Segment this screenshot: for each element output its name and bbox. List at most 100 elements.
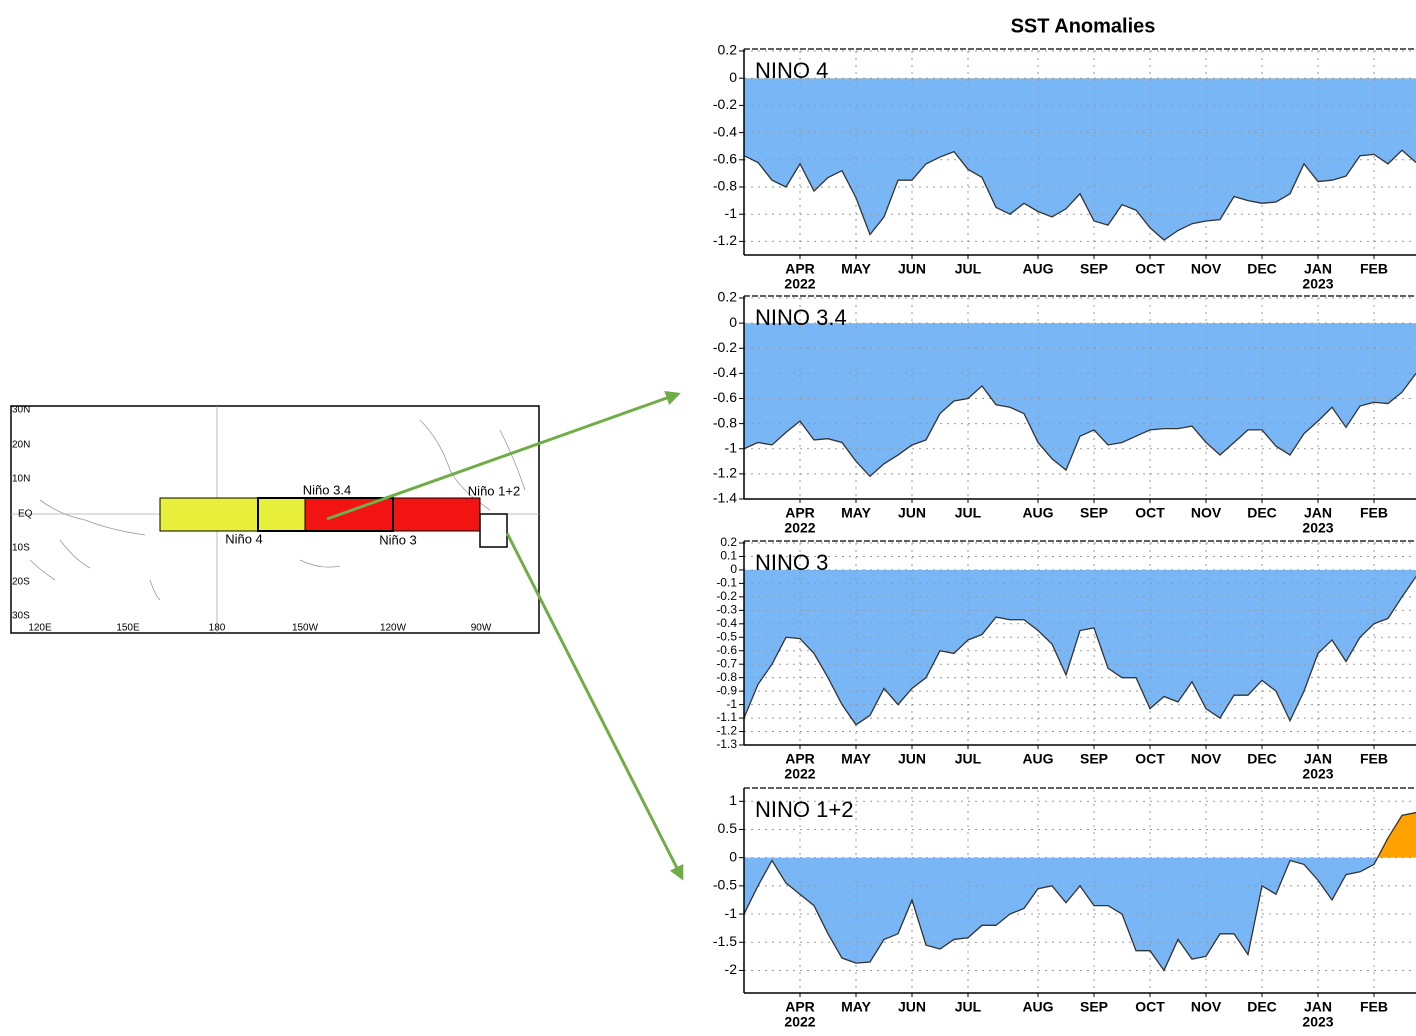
y-tick-label: -0.4 [713, 123, 737, 139]
y-tick-label: -1.2 [713, 465, 737, 481]
x-tick-label: APR [785, 505, 815, 521]
x-tick-label: SEP [1080, 999, 1108, 1015]
lat-label: 30N [12, 405, 30, 416]
y-tick-label: 0.1 [720, 549, 737, 563]
panel-title: NINO 3.4 [755, 305, 847, 330]
y-tick-label: 0 [730, 562, 737, 576]
series-line [743, 149, 1416, 241]
lat-label: 20N [12, 440, 30, 451]
series-line [743, 811, 1416, 972]
y-tick-label: -1 [725, 439, 738, 455]
x-tick-year: 2022 [784, 276, 815, 292]
x-tick-label: JAN [1304, 751, 1332, 767]
y-tick-label: -1 [725, 205, 738, 221]
y-tick-label: -0.4 [716, 616, 737, 630]
x-tick-label: DEC [1247, 751, 1277, 767]
y-tick-label: 0.2 [720, 535, 737, 549]
x-tick-label: AUG [1022, 999, 1053, 1015]
y-tick-label: -0.4 [713, 364, 737, 380]
y-tick-label: -1.4 [713, 490, 737, 506]
series-line [743, 372, 1416, 478]
y-tick-label: -0.2 [713, 339, 737, 355]
panel-title: NINO 3 [755, 550, 828, 575]
x-tick-label: MAY [841, 261, 871, 277]
x-tick-label: JUN [898, 505, 926, 521]
y-tick-label: -0.6 [713, 151, 737, 167]
y-tick-label: -0.2 [716, 589, 737, 603]
y-tick-label: 0.5 [718, 820, 738, 836]
y-tick-label: -0.9 [716, 683, 737, 697]
lon-label: 120W [380, 623, 407, 634]
x-tick-label: OCT [1135, 261, 1165, 277]
x-tick-label: JUL [955, 751, 982, 767]
x-tick-label: SEP [1080, 261, 1108, 277]
region-label: Niño 3 [379, 532, 417, 547]
negative-area [744, 569, 1416, 725]
y-tick-label: -0.6 [716, 643, 737, 657]
x-tick-label: JUL [955, 261, 982, 277]
y-tick-label: -0.1 [716, 576, 737, 590]
x-tick-label: APR [785, 751, 815, 767]
y-tick-label: 1 [729, 792, 737, 808]
x-tick-label: JUN [898, 261, 926, 277]
x-tick-label: JUN [898, 751, 926, 767]
lon-label: 180 [209, 623, 226, 634]
region-label: Niño 1+2 [468, 483, 520, 498]
y-tick-label: -0.5 [716, 629, 737, 643]
y-tick-label: 0 [729, 69, 737, 85]
region-label: Niño 3.4 [303, 482, 351, 497]
x-tick-label: OCT [1135, 505, 1165, 521]
x-tick-label: SEP [1080, 751, 1108, 767]
x-tick-label: NOV [1191, 505, 1222, 521]
y-tick-label: -0.8 [716, 670, 737, 684]
y-tick-label: -0.3 [716, 603, 737, 617]
y-tick-label: 0.2 [718, 42, 738, 58]
x-tick-label: NOV [1191, 751, 1222, 767]
x-tick-label: JUL [955, 999, 982, 1015]
lon-label: 150W [292, 623, 319, 634]
x-tick-label: FEB [1360, 505, 1388, 521]
x-tick-label: NOV [1191, 261, 1222, 277]
y-tick-label: 0 [729, 314, 737, 330]
y-tick-label: 0 [729, 848, 737, 864]
x-tick-label: NOV [1191, 999, 1222, 1015]
lon-label: 150E [116, 623, 140, 634]
arrow [326, 390, 681, 521]
panel-title: NINO 1+2 [755, 797, 853, 822]
panel: 0.20.10-0.1-0.2-0.3-0.4-0.5-0.6-0.7-0.8-… [716, 535, 1416, 782]
y-tick-label: -1.2 [713, 232, 737, 248]
y-tick-label: -1.2 [716, 724, 737, 738]
y-tick-label: -1 [726, 697, 737, 711]
x-tick-label: OCT [1135, 999, 1165, 1015]
x-tick-label: AUG [1022, 261, 1053, 277]
y-tick-label: 0.2 [718, 289, 738, 305]
x-tick-label: JUL [955, 505, 982, 521]
series-line [743, 576, 1416, 726]
x-tick-label: SEP [1080, 505, 1108, 521]
x-tick-label: JAN [1304, 505, 1332, 521]
x-tick-year: 2023 [1302, 766, 1333, 782]
x-tick-year: 2022 [784, 520, 815, 536]
figure-title: SST Anomalies [1011, 15, 1156, 37]
lat-label: EQ [18, 509, 33, 520]
arrow [505, 532, 684, 881]
x-tick-year: 2023 [1302, 1014, 1333, 1030]
x-tick-label: JAN [1304, 261, 1332, 277]
x-tick-label: AUG [1022, 751, 1053, 767]
panel-title: NINO 4 [755, 58, 828, 83]
y-tick-label: -0.8 [713, 414, 737, 430]
x-tick-label: MAY [841, 751, 871, 767]
map: 30N 20N 10N EQ 10S 20S 30S 120E 150E 180… [10, 405, 540, 634]
x-tick-label: JUN [898, 999, 926, 1015]
y-tick-label: -1.3 [716, 737, 737, 751]
y-tick-label: -0.7 [716, 656, 737, 670]
y-tick-label: -1 [725, 905, 738, 921]
x-tick-label: DEC [1247, 999, 1277, 1015]
x-tick-label: FEB [1360, 751, 1388, 767]
x-tick-label: DEC [1247, 505, 1277, 521]
y-tick-label: -0.8 [713, 178, 737, 194]
y-tick-label: -0.5 [713, 877, 737, 893]
